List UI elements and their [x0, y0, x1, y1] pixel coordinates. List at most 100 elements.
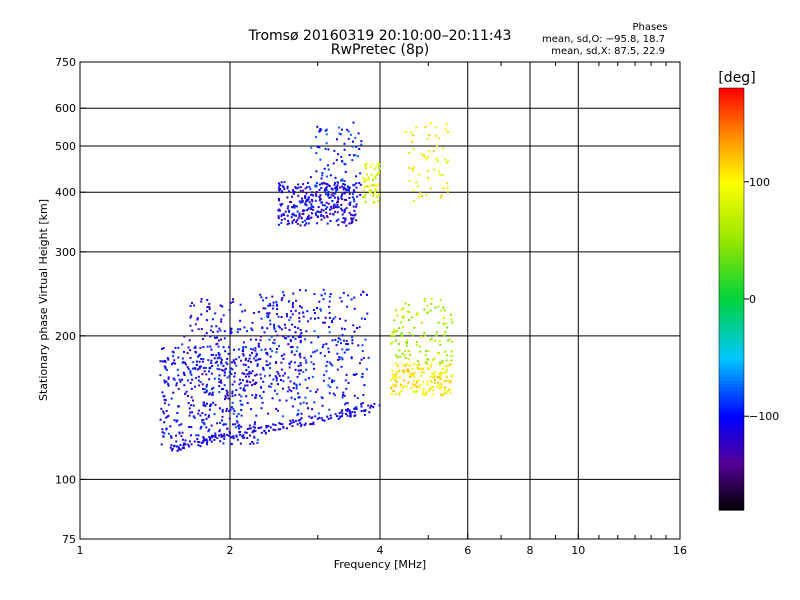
data-point [211, 436, 214, 439]
data-point [190, 373, 193, 376]
data-point [164, 399, 167, 402]
data-point [305, 402, 308, 405]
data-point [235, 364, 238, 367]
colorbar-band [719, 91, 744, 96]
data-point [236, 331, 239, 334]
colorbar-band [719, 481, 744, 486]
data-point [302, 371, 305, 374]
data-point [304, 196, 307, 199]
data-point [298, 316, 301, 319]
data-point [211, 387, 213, 390]
data-point [301, 201, 304, 203]
data-point [341, 221, 344, 224]
data-point [319, 129, 322, 132]
data-point [228, 417, 231, 420]
data-point [296, 375, 299, 378]
x-axis-label: Frequency [MHz] [334, 558, 426, 571]
data-point [292, 421, 295, 424]
data-point [318, 211, 321, 214]
data-point [372, 179, 375, 181]
data-point [266, 327, 269, 330]
data-point [194, 367, 197, 370]
data-point [287, 210, 290, 213]
data-point [223, 435, 226, 438]
data-point [272, 428, 275, 431]
data-point [204, 388, 207, 391]
x-tick-label: 1 [77, 544, 84, 557]
data-point [219, 440, 222, 443]
data-point [269, 385, 272, 388]
data-point [202, 387, 204, 390]
data-point [205, 385, 208, 388]
data-point [341, 209, 344, 212]
data-point [324, 187, 327, 190]
data-point [436, 381, 439, 384]
data-point [293, 191, 296, 194]
data-point [242, 363, 245, 366]
data-point [239, 328, 242, 331]
data-point [230, 327, 233, 330]
data-point [171, 449, 173, 452]
data-point [223, 423, 226, 426]
data-point [308, 377, 310, 380]
colorbar-band [719, 506, 744, 511]
data-point [275, 300, 278, 303]
data-point [297, 409, 300, 412]
data-point [266, 351, 268, 354]
data-point [271, 307, 274, 310]
data-point [166, 357, 169, 360]
data-point [266, 312, 269, 315]
data-point [160, 443, 163, 446]
data-point [347, 130, 350, 133]
data-point [332, 205, 335, 208]
data-point [322, 321, 325, 324]
data-point [187, 367, 190, 370]
data-point [450, 340, 453, 343]
data-point [280, 368, 283, 371]
data-point [246, 384, 249, 387]
data-point [227, 434, 230, 437]
data-point [344, 187, 347, 190]
data-point [332, 213, 335, 216]
data-point [304, 195, 307, 197]
data-point [352, 154, 355, 157]
colorbar-band [719, 323, 744, 328]
data-point [364, 185, 366, 188]
data-point [342, 291, 345, 294]
data-point [276, 370, 279, 373]
y-tick-label: 500 [55, 140, 76, 153]
data-point [310, 208, 313, 210]
data-point [295, 350, 298, 353]
data-point [326, 415, 329, 418]
data-point [299, 189, 302, 192]
data-point [390, 342, 393, 345]
data-point [291, 405, 294, 408]
data-point [341, 178, 344, 181]
data-point [177, 387, 180, 390]
data-point [310, 203, 313, 206]
data-point [292, 212, 295, 215]
data-point [427, 349, 430, 352]
data-point [245, 431, 248, 434]
data-point [326, 216, 329, 218]
data-point [451, 321, 454, 324]
data-point [438, 170, 441, 173]
data-point [395, 354, 398, 357]
data-point [235, 358, 238, 361]
data-point [261, 327, 264, 329]
data-point [419, 192, 422, 195]
data-point [244, 309, 246, 312]
data-point [415, 390, 418, 393]
x-tick-label: 10 [571, 544, 585, 557]
data-point [366, 312, 369, 315]
colorbar-band [719, 161, 744, 166]
data-point [265, 296, 268, 299]
data-point [300, 417, 303, 420]
data-point [208, 393, 211, 396]
data-point [423, 297, 426, 300]
data-point [316, 307, 318, 309]
data-point [309, 423, 312, 426]
data-point [272, 378, 275, 381]
data-point [348, 411, 351, 414]
data-point [307, 198, 310, 201]
